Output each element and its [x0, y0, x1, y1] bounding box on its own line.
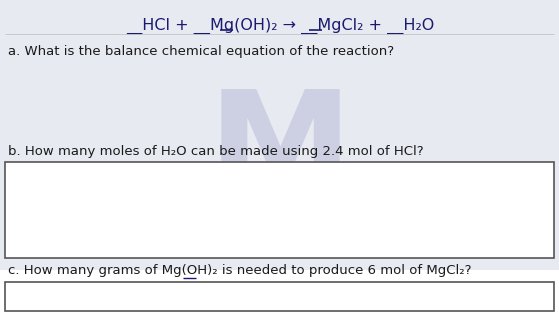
Text: a. What is the balance chemical equation of the reaction?: a. What is the balance chemical equation… [8, 45, 394, 58]
FancyBboxPatch shape [5, 282, 554, 311]
FancyBboxPatch shape [0, 0, 559, 270]
FancyBboxPatch shape [5, 162, 554, 258]
FancyBboxPatch shape [0, 270, 559, 316]
Text: c. How many grams of Mg(OH)₂ is needed to produce 6 mol of MgCl₂?: c. How many grams of Mg(OH)₂ is needed t… [8, 264, 471, 277]
Text: b. How many moles of H₂O can be made using 2.4 mol of HCl?: b. How many moles of H₂O can be made usi… [8, 145, 424, 158]
Text: __HCl + __Mg(OH)₂ → __MgCl₂ + __H₂O: __HCl + __Mg(OH)₂ → __MgCl₂ + __H₂O [126, 18, 434, 34]
Text: M: M [207, 84, 353, 226]
